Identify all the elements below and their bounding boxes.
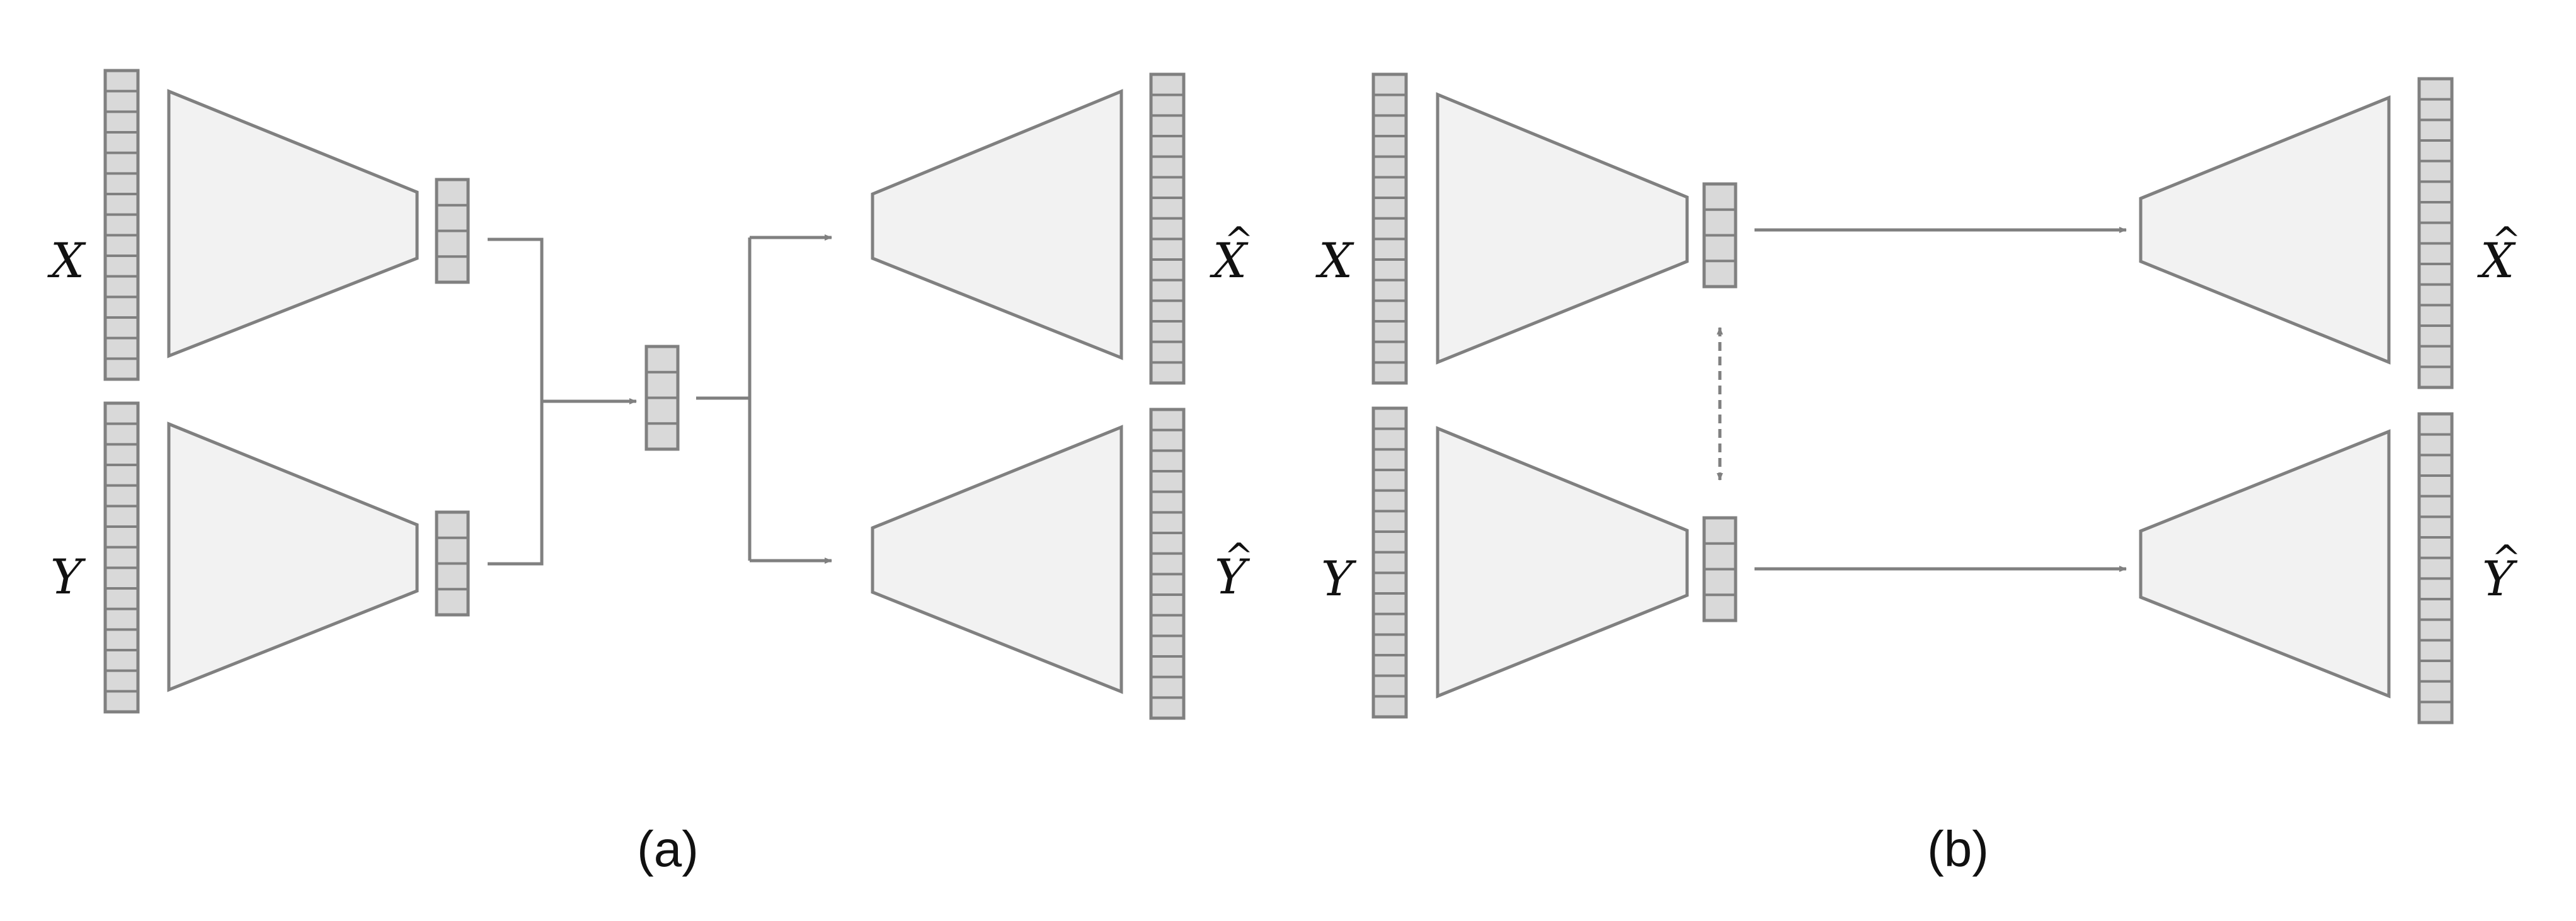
- panel-a-encoder-y: [167, 421, 419, 692]
- panel-b-latent-y: [1702, 516, 1737, 622]
- panel-a-latent-x: [435, 178, 470, 284]
- panel-a-shared-latent: [644, 345, 680, 451]
- panel-a-decoder-y: [871, 425, 1123, 694]
- panel-a-input-x-label: X: [47, 232, 86, 289]
- hat-accent: ^: [2492, 538, 2521, 579]
- vector-frame: [2417, 77, 2454, 389]
- panel-b-latent-x: [1702, 182, 1737, 289]
- vector-frame: [103, 69, 140, 381]
- panel-b-encoder-y: [1436, 426, 1689, 699]
- svg-text:X: X: [2477, 232, 2516, 289]
- hat-accent: ^: [2492, 220, 2521, 261]
- panel-b-output-x-label: ^ X: [2477, 220, 2521, 289]
- vector-frame: [1149, 72, 1186, 385]
- panel-b-input-y-vector: [1371, 406, 1408, 719]
- vector-frame: [2417, 412, 2454, 724]
- hat-accent: ^: [1224, 220, 1254, 261]
- svg-text:Y: Y: [2482, 551, 2518, 607]
- panel-b-decoder-y: [2139, 429, 2391, 699]
- panel-b-output-x-vector: [2417, 77, 2454, 389]
- panel-b-input-y: Y: [1321, 406, 1408, 719]
- panel-a-input-y: Y: [50, 401, 140, 714]
- panel-b-encoder-x: [1436, 92, 1689, 365]
- panel-a-output-y-label: ^ Y: [1215, 536, 1254, 605]
- panel-b-input-x-vector: [1371, 72, 1408, 385]
- panel-a: X Y ^ X ^ Y (a: [47, 69, 1254, 877]
- panel-b-caption: (b): [1927, 821, 1989, 877]
- panel-a-output-y-vector: [1149, 408, 1186, 720]
- panel-a-merge-connector: [488, 237, 636, 566]
- vector-frame: [1371, 406, 1408, 719]
- panel-b-input-x-label: X: [1315, 232, 1354, 289]
- panel-b-input-y-label: Y: [1321, 551, 1357, 607]
- panel-b-output-y-vector: [2417, 412, 2454, 724]
- panel-b: X Y ^ X ^ Y (b): [1315, 72, 2521, 877]
- panel-a-encoder-x: [167, 89, 419, 358]
- panel-b-input-x: X: [1315, 72, 1408, 385]
- panel-a-input-x: X: [47, 69, 140, 381]
- vector-frame: [1371, 72, 1408, 385]
- svg-text:Y: Y: [1215, 549, 1251, 605]
- panel-a-split-connector: [696, 237, 752, 561]
- panel-b-decoder-x: [2139, 95, 2391, 365]
- panel-a-caption: (a): [637, 821, 699, 877]
- panel-a-input-y-vector: [103, 401, 140, 714]
- panel-a-input-y-label: Y: [50, 549, 86, 605]
- panel-a-input-x-vector: [103, 69, 140, 381]
- panel-a-decoder-x: [871, 89, 1123, 360]
- hat-accent: ^: [1224, 536, 1254, 577]
- svg-text:X: X: [1210, 232, 1249, 289]
- vector-frame: [103, 401, 140, 714]
- panel-b-output-y-label: ^ Y: [2482, 538, 2521, 607]
- vector-frame: [1149, 408, 1186, 720]
- panel-a-output-x-vector: [1149, 72, 1186, 385]
- panel-a-output-x-label: ^ X: [1210, 220, 1254, 289]
- panel-a-latent-y: [435, 510, 470, 617]
